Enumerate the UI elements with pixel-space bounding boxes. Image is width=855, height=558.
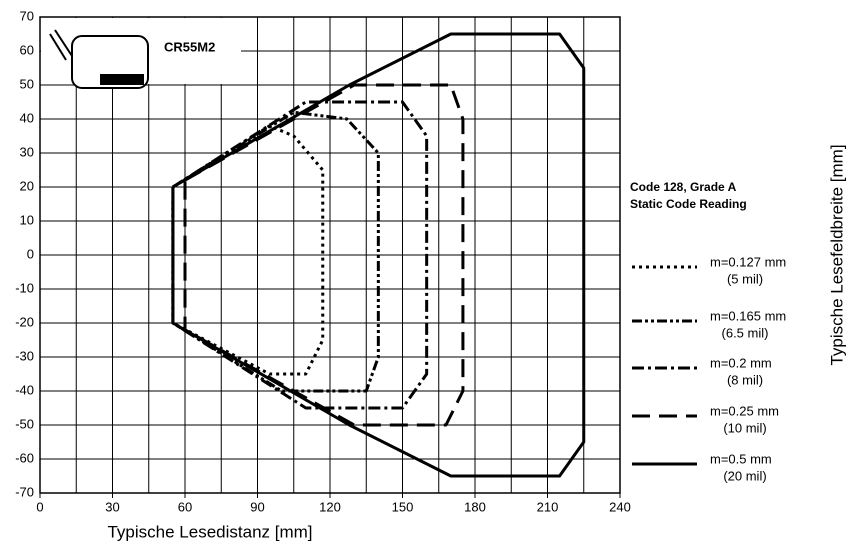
legend-sublabel: (20 mil) bbox=[723, 468, 766, 483]
legend-label: m=0.127 mm bbox=[710, 254, 786, 269]
y-tick-label: 0 bbox=[27, 246, 34, 261]
legend-sublabel: (8 mil) bbox=[727, 372, 763, 387]
series-line bbox=[183, 83, 465, 427]
x-tick-label: 120 bbox=[319, 499, 341, 514]
x-tick-label: 30 bbox=[105, 499, 119, 514]
y-tick-label: -10 bbox=[15, 280, 34, 295]
x-tick-label: 0 bbox=[36, 499, 43, 514]
y-tick-label: -40 bbox=[15, 382, 34, 397]
device-logo bbox=[100, 74, 144, 85]
y-tick-label: 50 bbox=[20, 76, 34, 91]
y-tick-label: -60 bbox=[15, 450, 34, 465]
y-tick-label: 30 bbox=[20, 144, 34, 159]
legend-label: m=0.2 mm bbox=[710, 355, 772, 370]
y-tick-label: 10 bbox=[20, 212, 34, 227]
x-tick-label: 180 bbox=[464, 499, 486, 514]
y-tick-label: 40 bbox=[20, 110, 34, 125]
annotation-box bbox=[160, 36, 232, 60]
series-line bbox=[171, 32, 586, 478]
y-tick-label: 60 bbox=[20, 42, 34, 57]
y-tick-label: 70 bbox=[20, 8, 34, 23]
x-tick-label: 150 bbox=[392, 499, 414, 514]
legend-title: Static Code Reading bbox=[630, 197, 747, 211]
y-tick-label: -20 bbox=[15, 314, 34, 329]
legend-label: m=0.5 mm bbox=[710, 451, 772, 466]
device-cable bbox=[49, 29, 73, 61]
product-inset: CR55M2 bbox=[41, 18, 241, 89]
x-tick-label: 60 bbox=[178, 499, 192, 514]
legend-title: Code 128, Grade A bbox=[630, 180, 737, 194]
legend-label: m=0.165 mm bbox=[710, 308, 786, 323]
legend-sublabel: (10 mil) bbox=[723, 420, 766, 435]
x-tick-label: 90 bbox=[250, 499, 264, 514]
y-axis-label: Typische Lesefeldbreite [mm] bbox=[827, 144, 846, 365]
y-tick-label: -70 bbox=[15, 484, 34, 499]
legend-sublabel: (6.5 mil) bbox=[722, 325, 769, 340]
legend-label: m=0.25 mm bbox=[710, 403, 779, 418]
y-tick-label: -50 bbox=[15, 416, 34, 431]
x-axis-label: Typische Lesedistanz [mm] bbox=[107, 522, 312, 541]
x-tick-label: 210 bbox=[537, 499, 559, 514]
series-line bbox=[171, 110, 380, 393]
x-tick-label: 240 bbox=[609, 499, 631, 514]
annotation: CR55M2 bbox=[164, 39, 215, 54]
y-tick-label: -30 bbox=[15, 348, 34, 363]
series-line bbox=[171, 100, 429, 410]
y-tick-label: 20 bbox=[20, 178, 34, 193]
legend-sublabel: (5 mil) bbox=[727, 271, 763, 286]
